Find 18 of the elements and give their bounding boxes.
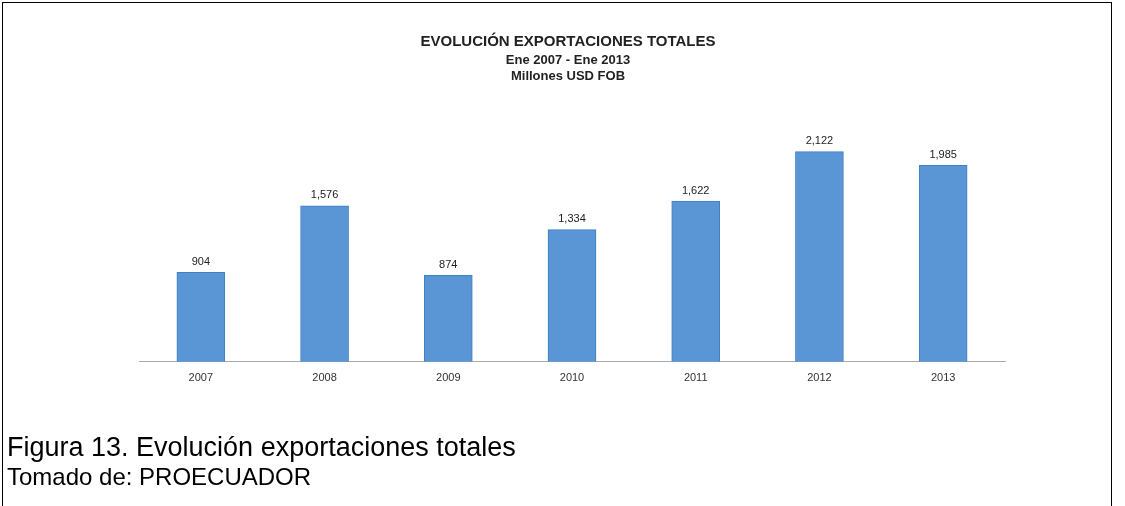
x-tick-label: 2013	[930, 371, 956, 384]
x-tick-label: 2009	[436, 371, 461, 384]
data-label: 904	[191, 254, 211, 267]
x-tick-label: 2007	[188, 371, 214, 384]
data-label: 874	[439, 257, 458, 270]
text: Figura 13. Evolución exportaciones totales	[7, 432, 516, 462]
x-tick-label: 2008	[312, 371, 337, 384]
x-tick-label: 2012	[807, 371, 832, 384]
data-label: 1,334	[558, 212, 586, 225]
x-tick-label: 2011	[683, 371, 708, 384]
chart-subtitle: Ene 2007 - Ene 2013 Millones USD FOB	[505, 52, 631, 83]
data-label: 1,985	[929, 147, 957, 160]
text: Tomado de: PROECUADOR	[7, 462, 313, 491]
chart-title: EVOLUCIÓN EXPORTACIONES TOTALES	[420, 32, 716, 50]
data-label: 1,576	[310, 188, 339, 201]
data-label: 2,122	[805, 134, 834, 147]
x-tick-label: 2010	[559, 371, 585, 384]
data-label: 1,622	[681, 183, 710, 196]
